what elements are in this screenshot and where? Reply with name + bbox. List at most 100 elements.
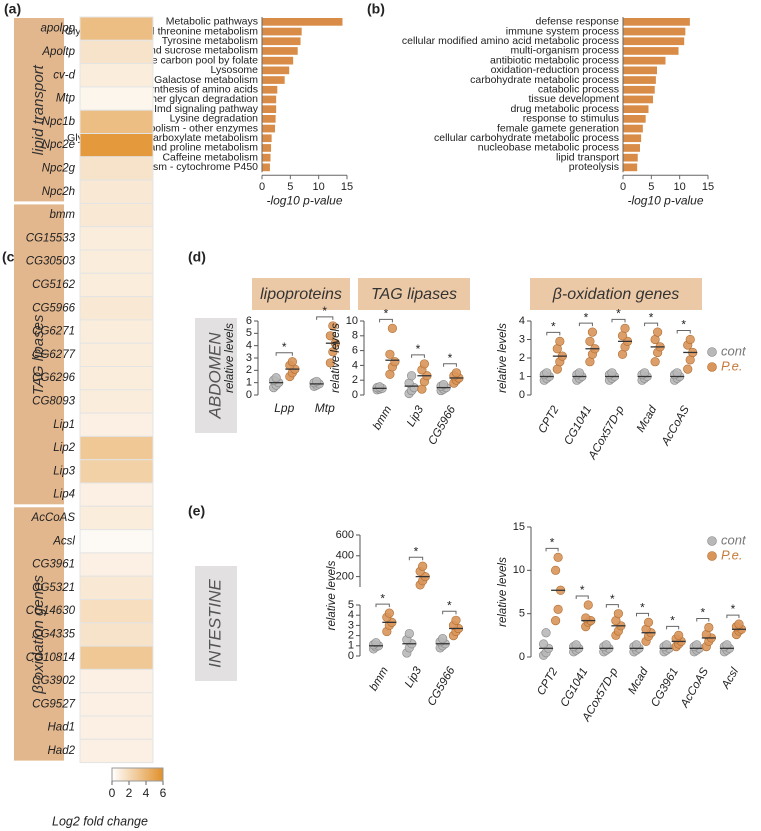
section-header: lipoproteins [260, 286, 342, 303]
y-tick-label: 1 [519, 370, 525, 382]
data-point [643, 617, 654, 627]
x-tick-label: CG5966 [426, 665, 458, 709]
significance-bracket [605, 604, 619, 608]
bar [262, 124, 276, 133]
heat-cell [79, 319, 154, 344]
significance-label: * [384, 307, 389, 321]
gene-label: CG5966 [32, 302, 75, 314]
gene-label: Lip4 [53, 489, 75, 501]
gene-label: Npc1b [42, 116, 76, 128]
category-label: tissue development [529, 93, 620, 105]
heat-cell [79, 529, 154, 554]
data-point [328, 347, 338, 357]
bar [623, 134, 642, 143]
gene-label: AcCoAS [31, 512, 76, 524]
category-label: Metabolic pathways [166, 16, 258, 28]
significance-label: * [551, 320, 556, 334]
y-tick-label: 4 [348, 609, 354, 621]
significance-label: * [447, 598, 452, 612]
significance-label: * [580, 583, 585, 597]
gene-label: CG9527 [32, 698, 75, 710]
y-tick-label: 3 [348, 619, 354, 631]
colorbar [111, 767, 164, 782]
category-label: proteolysis [569, 161, 619, 173]
gene-label: Npc2g [42, 162, 76, 174]
data-point [704, 622, 714, 633]
gene-label: Had2 [48, 745, 76, 757]
x-axis-label: -log10 p-value [266, 193, 342, 207]
significance-label: * [380, 591, 385, 605]
group-label: β-oxidation genes [30, 575, 47, 695]
x-tick-label: Lip3 [405, 403, 427, 428]
data-point [407, 371, 417, 381]
gene-label: Lip1 [53, 419, 75, 431]
bar [262, 37, 301, 46]
category-label: Tyrosine metabolism [162, 35, 259, 47]
significance-bracket [545, 547, 559, 552]
bar [262, 66, 290, 75]
y-tick-label: 6 [352, 345, 358, 357]
heat-cell [79, 342, 154, 368]
y-tick-label: 4 [519, 315, 525, 327]
x-tick-label: 0 [259, 181, 265, 193]
y-tick-label: 0 [246, 389, 252, 401]
significance-bracket [611, 318, 626, 323]
bar [623, 153, 638, 162]
data-point [613, 609, 623, 619]
x-tick-label: CG3961 [649, 666, 681, 709]
group-label: TAG lipases [30, 314, 47, 395]
y-tick-label: 2 [352, 374, 358, 386]
group-box [14, 18, 64, 202]
bar [262, 47, 298, 55]
category-label: Lysosome [211, 64, 259, 76]
significance-bracket [575, 595, 589, 599]
significance-label: * [670, 614, 675, 628]
y-tick-label: 0 [348, 650, 354, 662]
legend-label: cont [721, 532, 747, 547]
data-point [404, 628, 414, 639]
gene-label: Npc2h [42, 186, 75, 198]
category-label: cellular modified amino acid metabolic p… [402, 35, 619, 47]
significance-bracket [666, 625, 680, 630]
category-label: Galactose metabolism [154, 74, 258, 86]
heat-cell [79, 389, 154, 414]
data-point [387, 323, 398, 334]
significance-bracket [696, 618, 710, 622]
gene-label: CG6277 [32, 349, 75, 361]
data-point [385, 349, 395, 359]
data-point [419, 359, 430, 369]
data-point [583, 600, 593, 610]
heat-cell [79, 715, 154, 740]
bar [623, 144, 640, 152]
category-label: multi-organism process [510, 45, 619, 57]
data-point [384, 608, 394, 618]
x-tick-label: 5 [287, 181, 293, 193]
group-box [14, 204, 64, 505]
significance-label: * [448, 351, 453, 365]
significance-bracket [379, 318, 393, 323]
data-point [587, 327, 598, 337]
bar [623, 66, 657, 75]
bar [623, 163, 638, 172]
significance-label: * [616, 307, 621, 321]
gene-label: CG14630 [26, 605, 76, 617]
bar [623, 124, 643, 133]
significance-label: * [700, 606, 705, 620]
heat-cell [79, 39, 154, 65]
heat-cell [79, 738, 154, 764]
colorbar-tick-label: 4 [143, 786, 150, 800]
legend-swatch [707, 347, 717, 357]
data-point [553, 552, 563, 562]
category-label: Biosynthesis of amino acids [128, 84, 258, 96]
heat-cell [79, 226, 154, 251]
bar [623, 76, 656, 84]
y-tick-label: 200 [336, 571, 354, 583]
category-label: drug metabolic process [510, 103, 619, 115]
significance-label: * [649, 310, 654, 324]
significance-label: * [550, 536, 555, 550]
gene-label: cv-d [53, 69, 75, 81]
heat-cell [79, 435, 154, 461]
x-tick-label: AcCoAS [678, 666, 711, 711]
data-point [683, 364, 693, 374]
